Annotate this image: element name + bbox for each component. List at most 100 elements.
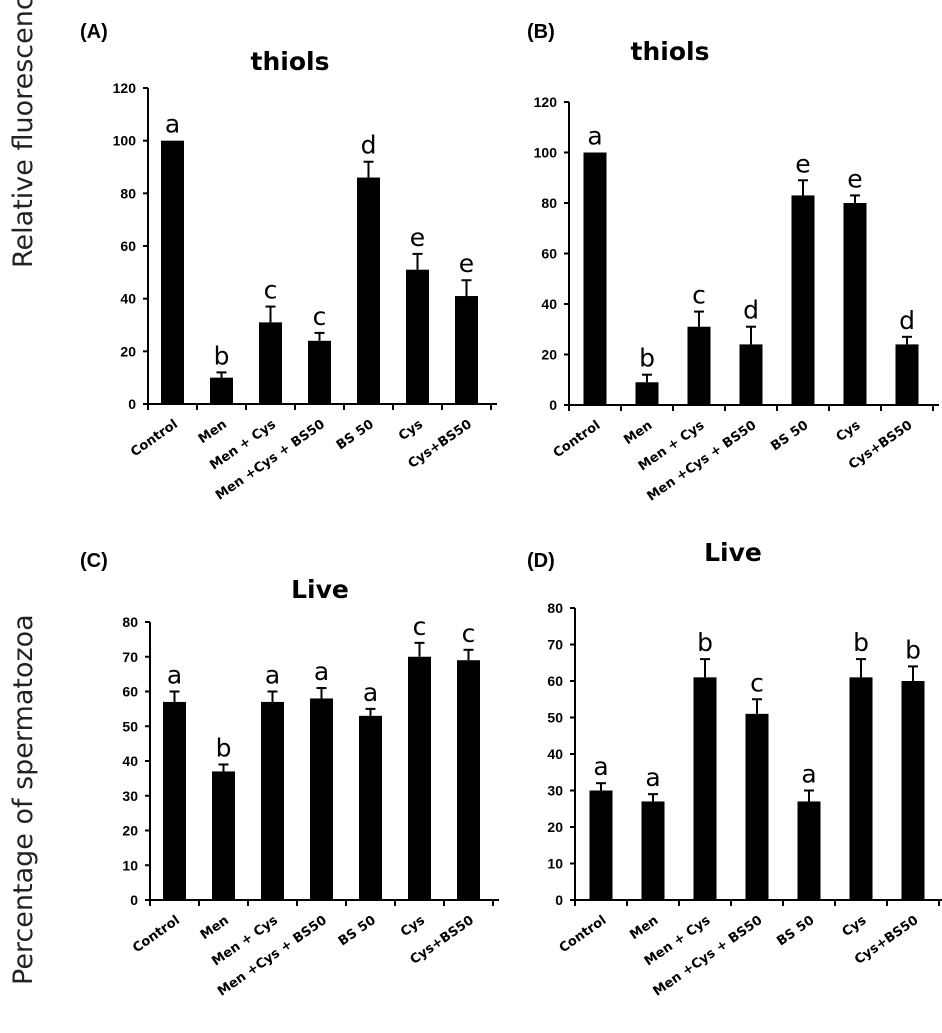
panel-a-sig-letter: c [264,276,278,305]
panel-b-category-label: Control [551,418,604,461]
panel-b-ytick-label: 100 [534,145,558,161]
panel-b-sig-letter: e [847,164,862,193]
panel-a-ytick-label: 20 [120,343,136,359]
panel-b-category-label: Cys [834,418,864,445]
panel-d-ytick-label: 60 [547,673,563,689]
panel-b: (B)thiols020406080100120aControlbMencMen… [527,21,939,505]
panel-a: (A)thiols020406080100120aControlbMencMen… [80,21,497,504]
panel-a-title: thiols [251,47,330,76]
panel-b-sig-letter: d [899,306,915,335]
panel-b-ytick-label: 40 [541,296,557,312]
panel-d-sig-letter: a [645,763,660,792]
panel-d-bar [745,713,769,900]
panel-d-bar [589,790,613,900]
panel-c-sig-letter: b [216,733,232,762]
panel-d-sig-letter: b [905,635,921,664]
panel-a-bar [357,177,380,404]
panel-c-category-label: Cys [398,913,428,940]
panel-a-bar [161,140,184,404]
panel-d-sig-letter: a [593,752,608,781]
panel-c-bar [408,656,431,900]
panel-c-bar [261,701,284,900]
panel-b-bar [583,152,607,405]
panel-d-ytick-label: 50 [547,710,563,726]
panel-b-sig-letter: d [743,296,759,325]
panel-a-sig-letter: c [313,302,327,331]
panel-a-category-label: Control [128,417,181,460]
panel-d-category-label: BS 50 [774,913,817,949]
panel-a-letter: (A) [80,21,108,43]
panel-c-sig-letter: a [314,657,329,686]
panel-d-bar [849,677,873,900]
panel-b-letter: (B) [527,21,555,43]
panel-c-ytick-label: 80 [122,614,138,630]
panel-c-title: Live [291,575,349,604]
panel-a-bar [455,296,478,404]
panel-c-ytick-label: 0 [130,892,138,908]
panel-d-bar [641,801,665,900]
panel-b-category-label: BS 50 [768,418,811,454]
panel-b-category-label: Men [621,418,655,448]
panel-b-title: thiols [631,37,710,66]
panel-b-sig-letter: b [639,344,655,373]
panel-c-sig-letter: a [265,661,280,690]
panel-d-category-label: Control [557,913,610,956]
panel-c-bar [457,660,480,900]
panel-b-sig-letter: e [795,149,810,178]
panel-a-sig-letter: b [214,341,230,370]
panel-d-sig-letter: a [801,760,816,789]
panel-c-sig-letter: c [462,619,476,648]
panel-a-category-label: Men [196,417,230,447]
panel-a-ytick-label: 40 [120,291,136,307]
panel-b-bar [739,344,763,405]
panel-d-category-label: Men [627,913,661,943]
panel-a-sig-letter: a [165,110,180,139]
panel-a-ytick-label: 120 [113,80,137,96]
panel-b-bar [791,195,815,405]
panel-c-bar [163,701,186,900]
panel-d-ytick-label: 20 [547,819,563,835]
panel-d-bar [797,801,821,900]
panel-d-ytick-label: 70 [547,637,563,653]
panel-d-sig-letter: b [697,628,713,657]
panel-c-sig-letter: a [363,678,378,707]
panel-c-category-label: Men [198,913,232,943]
panel-b-ytick-label: 80 [541,195,557,211]
panel-a-sig-letter: d [361,131,377,160]
panel-c-bar [212,771,235,900]
panel-c-ytick-label: 50 [122,718,138,734]
panel-d-ytick-label: 0 [555,892,563,908]
panel-d-ytick-label: 10 [547,856,563,872]
panel-c-bar [359,715,382,900]
panel-a-category-label: Cys [396,417,426,444]
panel-a-bar [308,340,331,404]
panel-b-ytick-label: 120 [534,94,558,110]
panel-c-ytick-label: 20 [122,823,138,839]
panel-d-ytick-label: 40 [547,746,563,762]
panel-c-ytick-label: 40 [122,753,138,769]
panel-b-bar [687,326,711,405]
panel-a-ytick-label: 60 [120,238,136,254]
panel-b-ytick-label: 20 [541,347,557,363]
panel-c-ytick-label: 60 [122,684,138,700]
panel-c-category-label: Control [130,913,183,956]
panel-c-category-label: BS 50 [336,913,379,949]
panel-d: (D) Live01020304050607080aControlaMenbMen… [527,538,942,1000]
panel-d-sig-letter: b [853,628,869,657]
panel-d-bar [901,681,925,900]
panel-d-bar [693,677,717,900]
panel-d-ytick-label: 80 [547,600,563,616]
panel-d-sig-letter: c [750,668,764,697]
panel-b-bar [635,382,659,405]
panel-c-ytick-label: 10 [122,857,138,873]
panel-b-ytick-label: 0 [549,397,557,413]
panel-b-sig-letter: a [587,122,602,151]
panel-a-sig-letter: e [459,249,474,278]
panel-a-category-label: BS 50 [334,417,377,453]
panel-a-bar [259,322,282,404]
panel-c: (C)Live01020304050607080aControlbMenaMen… [80,550,499,1000]
panel-b-bar [895,344,919,405]
panel-b-bar [843,203,867,405]
panel-a-ytick-label: 80 [120,185,136,201]
